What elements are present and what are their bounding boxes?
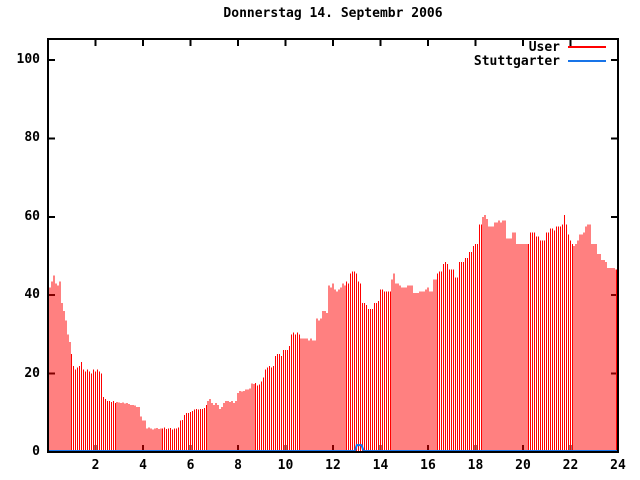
x-tick-label: 4 — [139, 458, 147, 473]
legend: User Stuttgarter — [473, 39, 606, 69]
legend-item-stuttgarter: Stuttgarter — [473, 53, 606, 69]
x-tick-label: 20 — [515, 458, 531, 473]
x-tick-label: 6 — [186, 458, 195, 473]
chart-title: Donnerstag 14. Septembr 2006 — [223, 6, 443, 21]
x-tick-label: 8 — [234, 458, 242, 473]
x-tick-label: 24 — [610, 458, 626, 473]
x-tick-label: 16 — [420, 458, 436, 473]
y-tick-label: 40 — [24, 287, 40, 303]
legend-line-stuttgarter-icon — [568, 60, 606, 62]
legend-label-stuttgarter: Stuttgarter — [473, 53, 560, 69]
plot-border — [47, 38, 619, 453]
y-tick-label: 60 — [24, 208, 40, 224]
y-tick-label: 100 — [16, 52, 40, 67]
legend-line-user-icon — [568, 46, 606, 48]
legend-label-user: User — [528, 39, 560, 55]
x-tick-label: 12 — [325, 458, 341, 473]
x-tick-label: 14 — [372, 458, 389, 473]
y-tick-label: 20 — [24, 365, 40, 381]
y-tick-label: 80 — [24, 130, 40, 146]
user-series-bars — [49, 214, 618, 451]
y-tick-label: 0 — [32, 444, 40, 459]
x-tick-label: 10 — [277, 458, 294, 473]
x-tick-label: 2 — [91, 458, 100, 473]
legend-item-user: User — [474, 39, 606, 55]
x-tick-label: 18 — [467, 458, 484, 473]
x-tick-label: 22 — [562, 458, 579, 473]
